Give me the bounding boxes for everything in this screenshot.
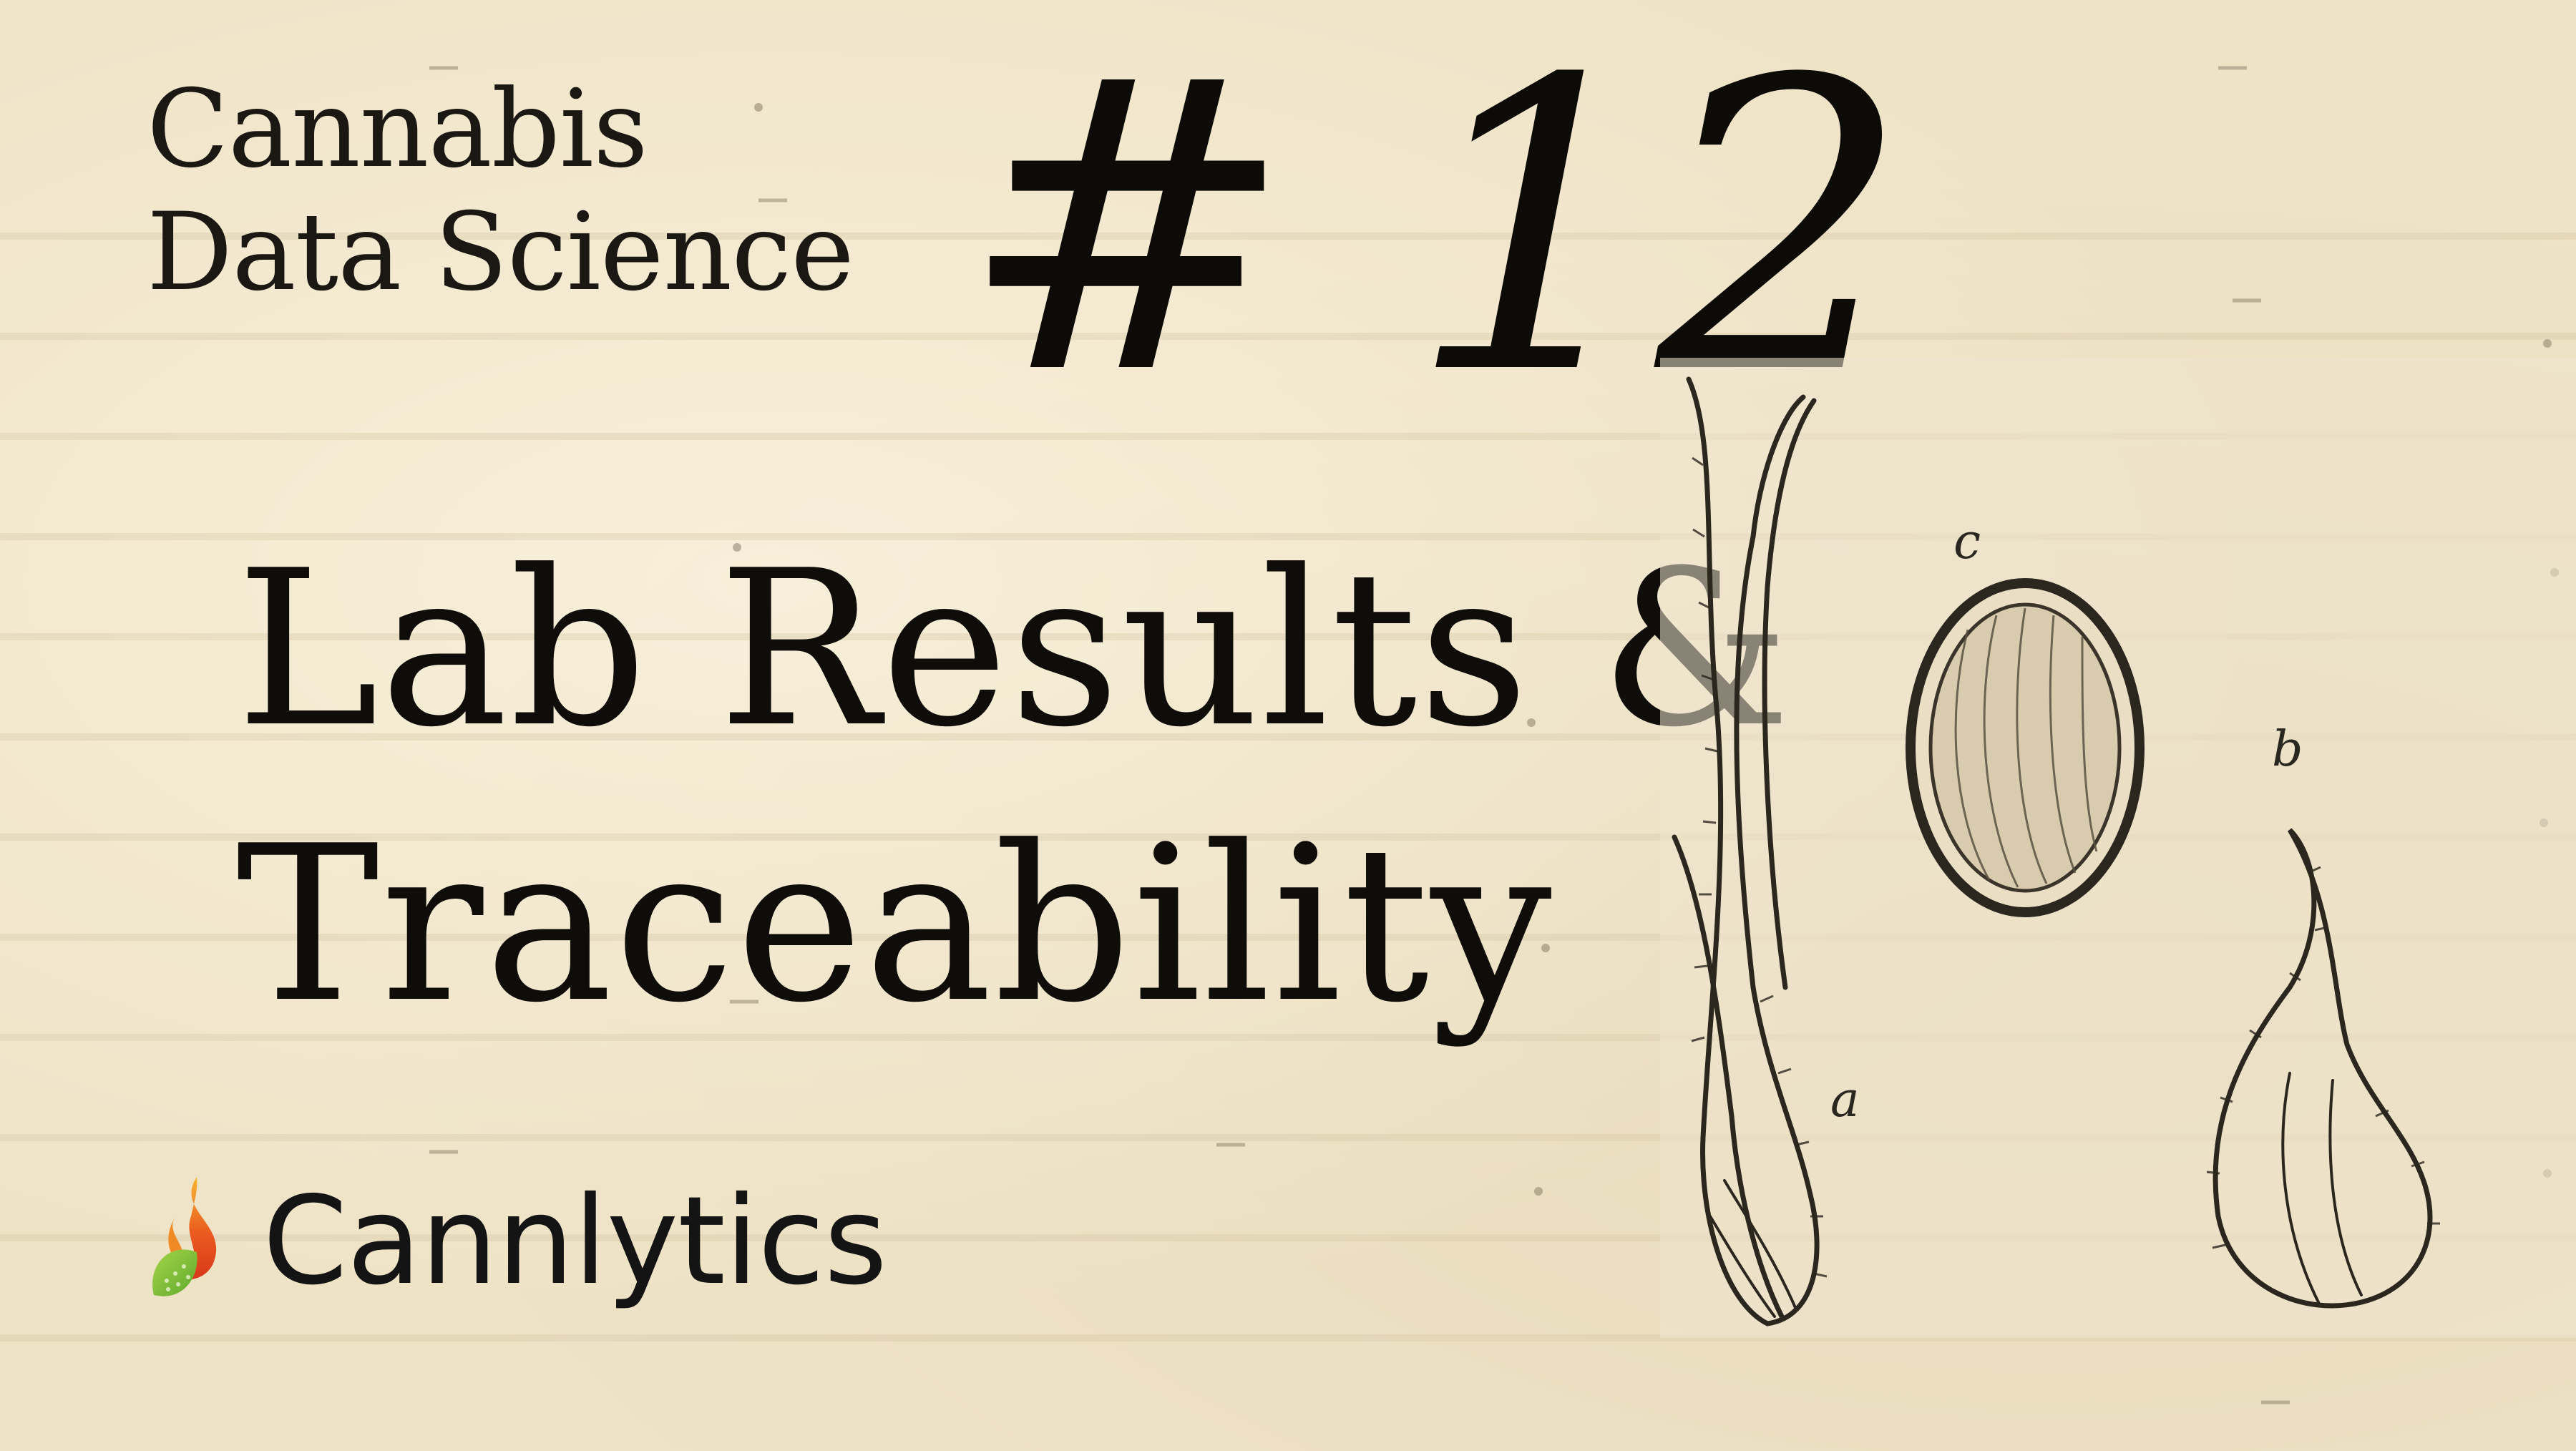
episode-title-line-1: Lab Results & <box>236 524 1792 774</box>
figure-label-b: b <box>2272 721 2303 778</box>
episode-title: Lab Results & Traceability <box>236 512 1792 1062</box>
flower-figure-b <box>2212 828 2433 1309</box>
flame-leaf-icon <box>152 1177 217 1296</box>
brand-logo: Cannlytics <box>147 1173 887 1309</box>
figure-label-a: a <box>1830 1072 1860 1128</box>
episode-title-line-2: Traceability <box>236 800 1553 1050</box>
brand-name: Cannlytics <box>263 1171 887 1312</box>
series-title-line-2: Data Science <box>147 190 854 315</box>
bract-figure-a <box>1672 376 1820 1327</box>
series-title: Cannabis Data Science <box>147 68 854 314</box>
figure-label-c: c <box>1953 514 1981 570</box>
cannabis-seed-illustration: a c b <box>1660 358 2576 1338</box>
series-title-line-1: Cannabis <box>147 67 648 192</box>
seed-figure-c <box>1906 578 2145 917</box>
